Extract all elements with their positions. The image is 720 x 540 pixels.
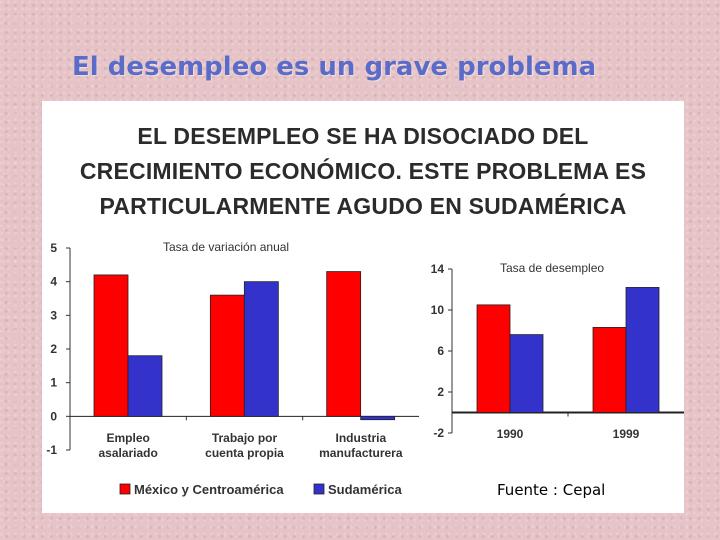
right-chart-bar [592, 327, 627, 413]
left-chart-y-tick-label: -1 [46, 443, 57, 457]
right-chart-y-tick-label: 6 [437, 344, 444, 358]
legend-label: Sudamérica [328, 482, 402, 497]
heading-line-1: EL DESEMPLEO SE HA DISOCIADO DEL [137, 123, 589, 149]
left-chart-y-tick-label: 0 [50, 409, 57, 423]
left-chart-bar [209, 294, 245, 417]
chart-panel: EL DESEMPLEO SE HA DISOCIADO DEL CRECIMI… [42, 101, 684, 513]
legend-label: México y Centroamérica [134, 482, 284, 497]
heading-line-3: PARTICULARMENTE AGUDO EN SUDAMÉRICA [99, 193, 627, 219]
right-chart-bar [476, 304, 511, 413]
right-chart-title: Tasa de desempleo [500, 261, 604, 275]
right-chart-y-tick-label: 14 [431, 262, 445, 276]
left-chart-category-label: cuenta propia [205, 446, 284, 460]
legend-swatch [119, 483, 131, 495]
left-chart-y-tick-label: 4 [50, 275, 57, 289]
right-chart-category-label: 1990 [497, 427, 524, 441]
right-chart-bar [509, 334, 544, 413]
left-chart-category-label: Empleo [106, 431, 149, 445]
charts-svg: Tasa de variación anual543210-1Empleoasa… [46, 240, 684, 497]
left-chart-y-tick-label: 3 [50, 308, 57, 322]
right-chart-y-tick-label: 10 [431, 303, 445, 317]
right-chart-bar [625, 287, 660, 413]
left-chart-bar [243, 281, 279, 417]
right-chart-y-tick-label: -2 [433, 426, 444, 440]
slide-title: El desempleo es un grave problema [72, 52, 597, 82]
left-chart-bar [360, 415, 396, 421]
left-chart-bar [93, 274, 129, 417]
left-chart-y-tick-label: 2 [50, 342, 57, 356]
source-label: Fuente : Cepal [497, 481, 606, 499]
right-chart-y-tick-label: 2 [437, 385, 444, 399]
left-chart-title: Tasa de variación anual [163, 240, 289, 254]
right-chart-category-label: 1999 [613, 427, 640, 441]
left-chart-category-label: asalariado [98, 446, 157, 460]
left-chart-category-label: Trabajo por [212, 431, 278, 445]
chart-heading: EL DESEMPLEO SE HA DISOCIADO DEL CRECIMI… [42, 119, 684, 224]
legend-swatch [313, 483, 325, 495]
left-chart-y-tick-label: 1 [50, 376, 57, 390]
left-chart-category-label: manufacturera [319, 446, 403, 460]
heading-line-2: CRECIMIENTO ECONÓMICO. ESTE PROBLEMA ES [79, 158, 647, 184]
left-chart-y-tick-label: 5 [50, 241, 57, 255]
left-chart-bar [326, 271, 362, 417]
left-chart-category-label: Industria [335, 431, 386, 445]
left-chart-bar [127, 355, 163, 417]
